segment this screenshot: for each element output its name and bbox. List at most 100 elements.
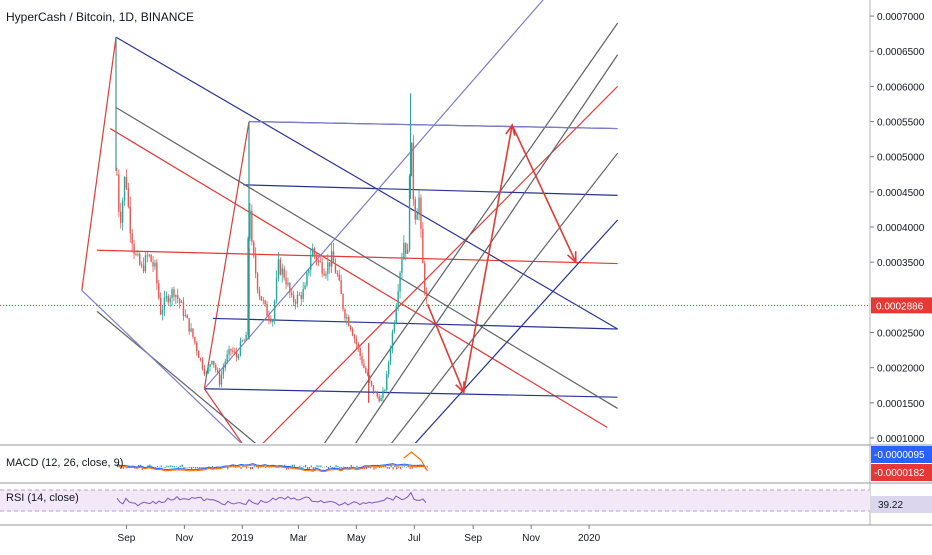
candle-body <box>297 295 298 304</box>
macd-histogram-bar <box>176 467 177 468</box>
trendline-gray <box>97 311 264 450</box>
candle-body <box>373 385 374 392</box>
candle-body <box>230 349 231 351</box>
macd-histogram-bar <box>199 467 200 469</box>
macd-histogram-bar <box>164 467 165 468</box>
macd-histogram-bar <box>396 467 397 469</box>
trendline-red <box>204 122 249 389</box>
macd-histogram-bar <box>159 467 160 468</box>
trendline-red <box>82 37 116 290</box>
candle-body <box>371 381 372 385</box>
candle-body <box>287 283 288 284</box>
trendline-gray <box>351 55 618 451</box>
macd-histogram-bar <box>337 466 338 467</box>
candle-body <box>399 273 400 292</box>
candle-body <box>301 295 302 299</box>
macd-histogram-bar <box>189 467 190 468</box>
candle-body <box>283 269 284 278</box>
macd-histogram-bar <box>404 466 405 467</box>
macd-histogram-bar <box>212 466 213 467</box>
candle-body <box>226 354 227 361</box>
candle-body <box>386 374 387 390</box>
chart-title: HyperCash / Bitcoin, 1D, BINANCE <box>6 10 194 24</box>
candle-body <box>318 261 319 262</box>
macd-histogram-bar <box>305 465 306 467</box>
candle-body <box>367 373 368 376</box>
candle-body <box>242 341 243 342</box>
x-tick-label: Sep <box>464 533 482 544</box>
candle-body <box>131 233 132 243</box>
trendline-navy <box>116 37 618 329</box>
candle-body <box>304 286 305 289</box>
candle-body <box>177 295 178 299</box>
candle-body <box>272 320 273 322</box>
candle-body <box>179 299 180 303</box>
last-price-label: 0.0002886 <box>876 301 924 312</box>
candle-body <box>354 336 355 339</box>
candle-body <box>331 251 332 266</box>
macd-histogram-bar <box>157 466 158 467</box>
candle-body <box>363 364 364 368</box>
candle-body <box>196 343 197 351</box>
macd-value-label: -0.0000095 <box>874 450 925 461</box>
macd-histogram-bar <box>427 466 428 467</box>
candle-body <box>128 188 129 206</box>
candle-body <box>422 229 423 263</box>
candle-body <box>369 376 370 381</box>
candle-body <box>375 392 376 393</box>
macd-histogram-bar <box>389 467 390 469</box>
candle-body <box>295 302 296 304</box>
macd-histogram-bar <box>166 465 167 467</box>
x-tick-label: Sep <box>118 533 136 544</box>
x-tick-label: May <box>347 533 366 544</box>
macd-histogram-bar <box>180 466 181 468</box>
candle-body <box>126 177 127 188</box>
candle-body <box>346 317 347 319</box>
candle-body <box>310 256 311 269</box>
candle-body <box>124 177 125 201</box>
macd-histogram-bar <box>410 467 411 469</box>
candle-body <box>266 304 267 316</box>
candle-body <box>228 349 229 354</box>
candle-body <box>413 143 414 200</box>
candle-body <box>236 352 237 357</box>
candle-body <box>352 329 353 335</box>
rsi-value-label: 39.22 <box>878 500 903 511</box>
macd-histogram-bar <box>398 467 399 468</box>
projection-segment <box>464 125 512 392</box>
candle-body <box>394 323 395 331</box>
macd-histogram-bar <box>335 465 336 467</box>
trendline-gray <box>319 23 617 451</box>
macd-histogram-bar <box>318 465 319 467</box>
candle-body <box>240 341 241 356</box>
x-tick-label: 2020 <box>578 533 601 544</box>
macd-histogram-bar <box>258 467 259 469</box>
macd-histogram-bar <box>172 466 173 468</box>
macd-histogram-bar <box>250 467 251 469</box>
candle-body <box>405 243 406 254</box>
candle-body <box>323 273 324 275</box>
macd-histogram-bar <box>182 465 183 468</box>
y-tick-label: 0.0003500 <box>877 258 925 269</box>
macd-pane <box>117 452 428 472</box>
macd-histogram-bar <box>303 466 304 467</box>
candle-body <box>299 295 300 296</box>
candle-body <box>173 289 174 297</box>
macd-histogram-bar <box>170 465 171 467</box>
candle-body <box>245 335 246 341</box>
macd-histogram-bar <box>254 466 255 467</box>
macd-signal-label: -0.0000182 <box>874 468 925 479</box>
y-tick-label: 0.0001500 <box>877 399 925 410</box>
candle-body <box>217 370 218 372</box>
candle-body <box>350 326 351 329</box>
candle-body <box>225 361 226 368</box>
candle-body <box>192 328 193 337</box>
candle-body <box>244 341 245 342</box>
candle-body <box>261 296 262 300</box>
y-tick-label: 0.0005000 <box>877 153 925 164</box>
x-tick-label: Jul <box>408 533 421 544</box>
candle-body <box>325 274 326 276</box>
candle-body <box>141 265 142 266</box>
